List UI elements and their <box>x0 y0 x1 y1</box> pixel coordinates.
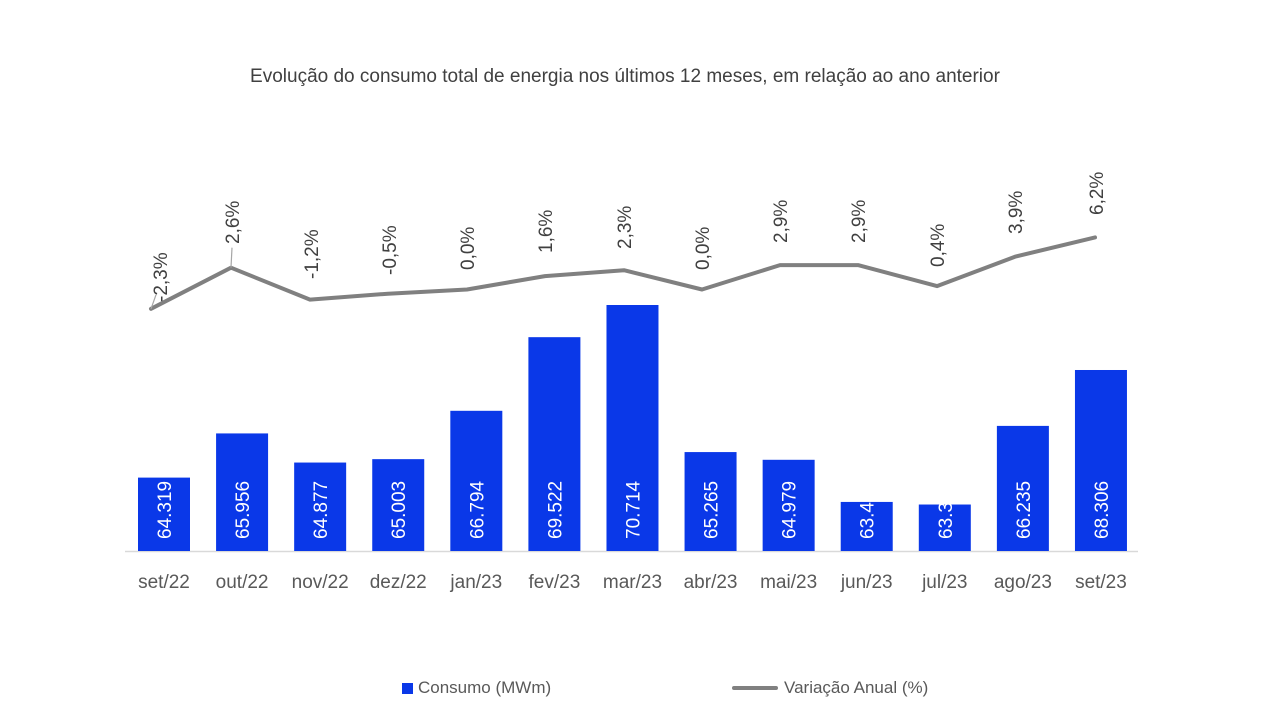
bar-abr-23 <box>684 452 737 551</box>
bar-set-23 <box>1074 369 1127 551</box>
x-tick-label: dez/22 <box>370 572 427 593</box>
line-value-label: 0,4% <box>928 224 949 267</box>
line-value-label: 0,0% <box>458 227 479 270</box>
line-value-label: 2,6% <box>223 201 244 244</box>
legend-line-label: Variação Anual (%) <box>784 678 929 697</box>
x-tick-label: set/23 <box>1075 572 1127 593</box>
bar-nov-22 <box>294 462 347 551</box>
bar-set-22 <box>138 477 190 551</box>
bar-fev-23 <box>528 337 581 551</box>
line-value-label: -0,5% <box>380 225 401 275</box>
x-tick-label: abr/23 <box>684 572 738 593</box>
line-value-label: 2,9% <box>849 200 870 243</box>
bar-ago-23 <box>996 425 1049 551</box>
bar-jan-23 <box>450 410 503 551</box>
x-tick-label: jul/23 <box>921 572 967 593</box>
bar-value-label: 63.322 <box>936 481 957 539</box>
x-tick-label: mai/23 <box>760 572 817 593</box>
bar-value-label: 68.306 <box>1092 481 1113 539</box>
line-value-label: 1,6% <box>536 210 557 253</box>
label-leader-line <box>230 247 233 268</box>
bar-mai-23 <box>762 459 815 551</box>
bar-value-label: 65.003 <box>389 481 410 539</box>
line-value-label: -2,3% <box>151 252 172 302</box>
x-tick-label: jan/23 <box>449 572 502 593</box>
bar-jun-23 <box>840 501 893 551</box>
chart-title: Evolução do consumo total de energia nos… <box>250 66 1000 87</box>
bar-value-label: 65.956 <box>233 481 254 539</box>
bar-value-label: 64.877 <box>311 481 332 539</box>
bar-value-label: 63.418 <box>858 481 879 539</box>
line-value-label: 2,3% <box>615 206 636 249</box>
legend-item-bars: Consumo (MWm) <box>402 678 551 698</box>
bar-value-label: 64.979 <box>780 481 801 539</box>
x-tick-label: fev/23 <box>529 572 581 593</box>
line-value-label: -1,2% <box>302 229 323 279</box>
legend-bar-swatch <box>402 682 413 694</box>
line-value-label: 2,9% <box>771 200 792 243</box>
legend-bar-label: Consumo (MWm) <box>418 678 552 697</box>
bar-value-label: 66.235 <box>1014 481 1035 539</box>
bar-out-22 <box>216 433 269 551</box>
chart-legend: Consumo (MWm) Variação Anual (%) <box>0 678 1280 702</box>
bar-value-label: 66.794 <box>467 480 488 539</box>
bar-mar-23 <box>606 305 659 551</box>
bar-jul-23 <box>918 504 971 551</box>
bar-value-label: 70.714 <box>623 480 644 539</box>
legend-line-swatch <box>732 686 778 690</box>
x-tick-label: ago/23 <box>994 572 1052 593</box>
bar-value-label: 64.319 <box>155 481 176 539</box>
line-value-label: 6,2% <box>1087 172 1108 215</box>
legend-item-line: Variação Anual (%) <box>732 678 928 698</box>
x-tick-label: jun/23 <box>840 572 893 593</box>
x-tick-label: set/22 <box>138 572 190 593</box>
bar-value-label: 65.265 <box>702 481 723 539</box>
line-value-label: 3,9% <box>1006 191 1027 234</box>
x-tick-label: mar/23 <box>603 572 662 593</box>
label-leader-line <box>150 294 157 310</box>
x-tick-label: nov/22 <box>292 572 349 593</box>
x-tick-label: out/22 <box>216 572 269 593</box>
line-value-label: 0,0% <box>693 227 714 270</box>
line-series-variacao <box>149 235 1097 311</box>
bar-value-label: 69.522 <box>545 481 566 539</box>
bar-dez-22 <box>372 459 425 551</box>
